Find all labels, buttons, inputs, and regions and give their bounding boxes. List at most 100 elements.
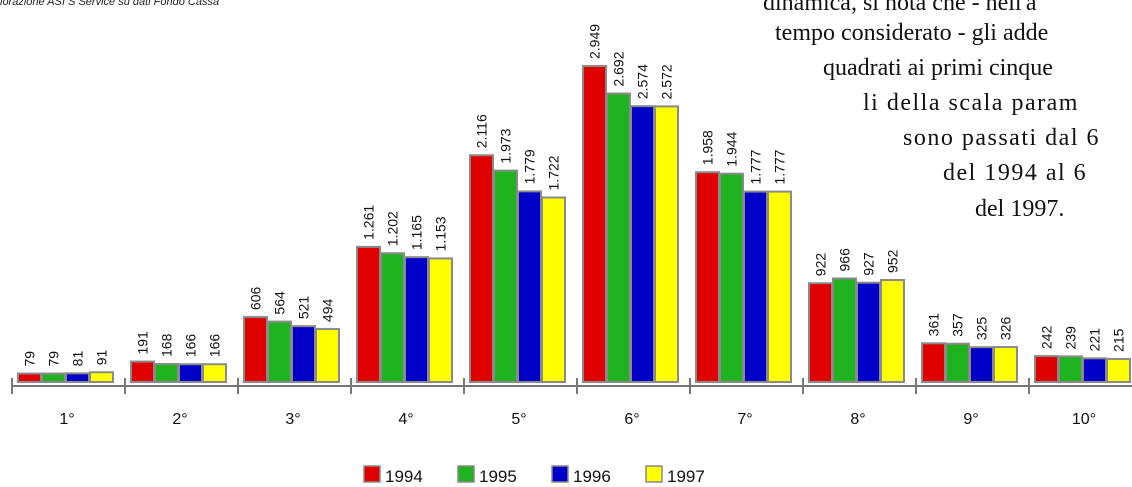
- bar-1997-6: [654, 105, 679, 383]
- bar-1996-5: [517, 190, 542, 383]
- bar-1996-8: [856, 281, 881, 384]
- legend-swatch-1996: [551, 465, 569, 483]
- bar-1997-7: [767, 190, 792, 383]
- bar-1994-5: [469, 154, 494, 383]
- value-label-1995-10: 239: [1063, 326, 1079, 350]
- bar-1995-7: [719, 172, 744, 383]
- value-label-1996-9: 325: [974, 317, 990, 341]
- value-label-1994-2: 191: [135, 331, 151, 355]
- bar-1997-5: [541, 196, 566, 383]
- bar-1995-1: [41, 372, 66, 384]
- x-tick-label-3: 3°: [285, 411, 300, 428]
- annotation-line-2: tempo considerato - gli adde: [775, 20, 1049, 46]
- bar-1997-4: [428, 257, 453, 383]
- value-label-1996-7: 1.777: [748, 149, 764, 184]
- bar-1994-8: [808, 282, 833, 384]
- value-label-1995-3: 564: [272, 291, 288, 315]
- bar-1995-9: [945, 342, 970, 383]
- annotation-line-5: sono passati dal 6: [903, 125, 1100, 151]
- value-label-1994-3: 606: [248, 286, 264, 310]
- value-label-1997-6: 2.572: [659, 64, 675, 99]
- value-label-1997-2: 166: [207, 334, 223, 358]
- annotation-line-1: dinamica, si nota che - nell'a: [763, 0, 1037, 16]
- legend-swatch-1994: [363, 465, 381, 483]
- bar-1994-6: [582, 65, 607, 383]
- value-label-1996-2: 166: [183, 334, 199, 358]
- bar-1997-9: [993, 346, 1018, 383]
- value-label-1995-5: 1.973: [498, 128, 514, 163]
- value-label-1994-4: 1.261: [361, 205, 377, 240]
- source-note: lorazione ASI S Service su dati Fondo Ca…: [0, 0, 220, 8]
- bar-1994-3: [243, 316, 268, 383]
- legend-label-1996: 1996: [573, 467, 611, 486]
- x-tick-label-6: 6°: [624, 411, 639, 428]
- bar-1996-4: [404, 256, 429, 383]
- bar-1995-6: [606, 92, 631, 384]
- bar-1994-9: [921, 342, 946, 383]
- bar-1996-1: [65, 372, 90, 383]
- annotation-line-3: quadrati ai primi cinque: [823, 55, 1053, 81]
- value-label-1994-9: 361: [926, 313, 942, 337]
- bar-1994-4: [356, 245, 381, 383]
- value-label-1997-4: 1.153: [433, 216, 449, 251]
- value-label-1995-7: 1.944: [724, 131, 740, 166]
- x-tick-label-10: 10°: [1072, 411, 1096, 428]
- value-label-1996-6: 2.574: [635, 64, 651, 99]
- value-label-1995-1: 79: [46, 351, 62, 367]
- bar-1997-2: [202, 363, 227, 384]
- value-label-1996-8: 927: [861, 252, 877, 276]
- bar-1996-7: [743, 190, 768, 383]
- value-label-1994-7: 1.958: [700, 130, 716, 165]
- legend-label-1994: 1994: [385, 467, 423, 486]
- value-label-1994-8: 922: [813, 253, 829, 277]
- bar-1995-3: [267, 320, 292, 384]
- annotation-line-6: del 1994 al 6: [943, 160, 1088, 186]
- value-label-1994-10: 242: [1039, 325, 1055, 349]
- x-tick-label-4: 4°: [398, 411, 413, 428]
- bar-1994-10: [1034, 355, 1059, 384]
- bar-1995-4: [380, 252, 405, 383]
- bars-layer: [17, 65, 1131, 384]
- value-label-1997-9: 326: [998, 316, 1014, 340]
- bar-1997-8: [880, 278, 905, 383]
- legend-label-1995: 1995: [479, 467, 517, 486]
- bar-1996-9: [969, 346, 994, 383]
- value-label-1996-1: 81: [70, 351, 86, 367]
- value-label-1994-5: 2.116: [474, 114, 490, 148]
- value-label-1995-9: 357: [950, 313, 966, 337]
- value-label-1995-6: 2.692: [611, 51, 627, 86]
- value-label-1997-3: 494: [320, 298, 336, 322]
- value-label-1996-5: 1.779: [522, 149, 538, 184]
- value-label-1995-2: 168: [159, 333, 175, 357]
- legend-label-1997: 1997: [667, 467, 705, 486]
- x-tick-label-8: 8°: [850, 411, 865, 428]
- value-label-1996-3: 521: [296, 296, 312, 320]
- legend-swatch-1995: [457, 465, 475, 483]
- bar-1995-2: [154, 362, 179, 383]
- value-label-1997-8: 952: [885, 249, 901, 273]
- x-axis: [11, 378, 1132, 394]
- bar-1996-6: [630, 105, 655, 384]
- annotation-line-4: li della scala param: [863, 90, 1079, 116]
- x-tick-label-5: 5°: [511, 411, 526, 428]
- bar-1994-1: [17, 372, 42, 384]
- bar-1996-3: [291, 325, 316, 384]
- value-label-1994-6: 2.949: [587, 24, 603, 59]
- value-label-1997-7: 1.777: [772, 149, 788, 184]
- value-label-1996-10: 221: [1087, 328, 1103, 352]
- value-label-1997-1: 91: [94, 349, 110, 365]
- value-label-1995-8: 966: [837, 248, 853, 272]
- bar-1995-8: [832, 277, 857, 384]
- bar-1995-10: [1058, 355, 1083, 383]
- x-tick-labels: 1° 2° 3° 4° 5° 6° 7° 8° 9° 10°: [59, 411, 1096, 428]
- x-tick-label-1: 1°: [59, 411, 74, 428]
- legend-swatch-1997: [645, 465, 663, 483]
- legend: 1994 1995 1996 1997: [363, 465, 705, 486]
- value-labels-layer: 79 79 81 91 191 168 166 166 606 564 521 494 1.261 1.2…: [22, 24, 1127, 367]
- bar-1997-3: [315, 328, 340, 384]
- x-tick-label-7: 7°: [737, 411, 752, 428]
- bar-1997-1: [89, 371, 114, 384]
- value-label-1994-1: 79: [22, 351, 38, 367]
- bar-1997-10: [1106, 357, 1131, 383]
- x-tick-label-9: 9°: [963, 411, 978, 428]
